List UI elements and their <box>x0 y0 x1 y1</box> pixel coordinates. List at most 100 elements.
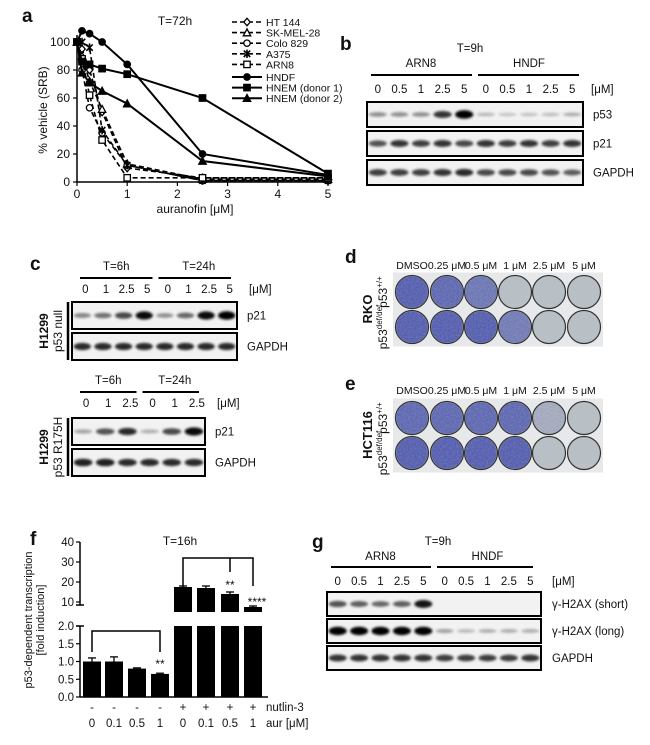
colony-texture <box>431 437 463 469</box>
data-point <box>85 43 94 52</box>
blot-b: p53 p21 GAPDH T=9h ARN8 HNDF 0 0.5 1 2.5 5 0 0.5 1 2.5… <box>366 43 634 186</box>
bar-rect-upper <box>221 594 239 612</box>
band <box>350 626 369 636</box>
well <box>463 274 499 310</box>
data-point <box>97 104 107 114</box>
plates-e: DMSO 0.25 μM0.5 μM 1 μM 2.5 μM 5 μMp53+/+p53… <box>360 385 603 475</box>
data-point <box>78 57 86 66</box>
data-point <box>85 91 94 100</box>
blot-membrane <box>71 448 206 477</box>
conc-label: DMSO <box>396 385 428 397</box>
band <box>328 626 347 636</box>
aur-dose: 1 <box>157 718 163 730</box>
colony-texture <box>465 311 497 343</box>
conc-label: 1 <box>103 284 109 296</box>
band <box>541 112 560 117</box>
band <box>433 139 452 148</box>
colony-texture <box>465 276 497 308</box>
colony-texture <box>465 437 497 469</box>
data-point <box>123 161 131 170</box>
data-point <box>97 85 107 95</box>
conc-label: DMSO <box>396 260 428 272</box>
bar-rect <box>151 673 169 697</box>
conc-label: 5 <box>144 284 150 296</box>
genotype-text: p53 <box>376 413 390 433</box>
band <box>162 458 182 467</box>
data-point <box>98 136 106 144</box>
x-tick-label: 0 <box>74 187 81 201</box>
y-tick-label: 0.5 <box>58 674 74 686</box>
band <box>435 654 454 662</box>
genotype-text: p53 <box>376 329 390 349</box>
data-point <box>85 60 94 69</box>
data-point <box>197 155 208 165</box>
genotype-label: p53+/+ <box>375 276 390 308</box>
well <box>497 400 533 436</box>
band <box>390 139 409 148</box>
nutlin-sign: + <box>227 702 234 714</box>
conc-label: 1 <box>185 284 191 296</box>
band <box>371 626 390 636</box>
band <box>390 112 409 117</box>
row-label-nutlin: nutlin-3 <box>266 702 304 714</box>
well <box>394 274 430 310</box>
conc-label: 5 μM <box>572 385 596 397</box>
bar-rect-lower <box>197 626 215 697</box>
conc-label: 0 <box>149 398 155 410</box>
well <box>497 274 533 310</box>
band <box>350 600 369 608</box>
band <box>519 112 539 117</box>
y-tick-label: 10 <box>61 597 74 609</box>
data-point <box>72 36 82 46</box>
time-label: T=9h <box>457 43 484 55</box>
band <box>176 312 195 319</box>
well <box>497 309 533 345</box>
time-label: T=24h <box>182 261 215 273</box>
nutlin-sign: - <box>112 702 116 714</box>
bar-rect-upper <box>197 588 215 612</box>
conc-label: 0.5 μM <box>465 385 497 397</box>
band <box>328 654 347 662</box>
legend-marker <box>242 27 252 37</box>
bar: ** <box>221 578 239 697</box>
band <box>94 342 112 351</box>
x-tick-label: 2 <box>174 187 181 201</box>
conc-label: 0 <box>375 84 381 96</box>
band <box>478 629 497 633</box>
colony-texture <box>396 276 428 308</box>
panel-a-chart: 0 1 2 3 4 5 0 20 40 60 80 100 auranofin [μM] % vehicl… <box>36 14 342 216</box>
legend-item: A375 <box>232 49 291 61</box>
y-tick-label: 20 <box>57 147 71 161</box>
band <box>457 629 476 633</box>
time-label: T=9h <box>425 536 452 548</box>
bar-rect-lower <box>244 626 262 697</box>
y-tick-label: 40 <box>57 119 71 133</box>
well <box>566 400 602 436</box>
band <box>455 110 474 119</box>
data-point <box>123 70 132 79</box>
band <box>414 600 433 608</box>
nutlin-sign: - <box>135 702 139 714</box>
blot-row: p21 <box>366 130 612 157</box>
well <box>566 435 602 471</box>
band <box>563 169 582 176</box>
band <box>371 654 390 662</box>
band <box>521 654 540 662</box>
genotype-label: p53def/def <box>375 304 390 349</box>
data-point <box>78 26 86 35</box>
band <box>176 342 195 351</box>
band <box>563 139 582 148</box>
band <box>498 112 517 117</box>
conc-label: 0 <box>483 84 489 96</box>
significance-bracket <box>91 630 161 652</box>
colony-texture <box>431 276 463 308</box>
band <box>371 601 390 607</box>
legend-item: HNDF <box>232 72 295 84</box>
x-tick-label: 5 <box>325 187 332 201</box>
well <box>497 435 533 471</box>
conc-label: 2.5 μM <box>533 385 565 397</box>
group-label: ARN8 <box>406 58 437 70</box>
band <box>390 169 409 176</box>
